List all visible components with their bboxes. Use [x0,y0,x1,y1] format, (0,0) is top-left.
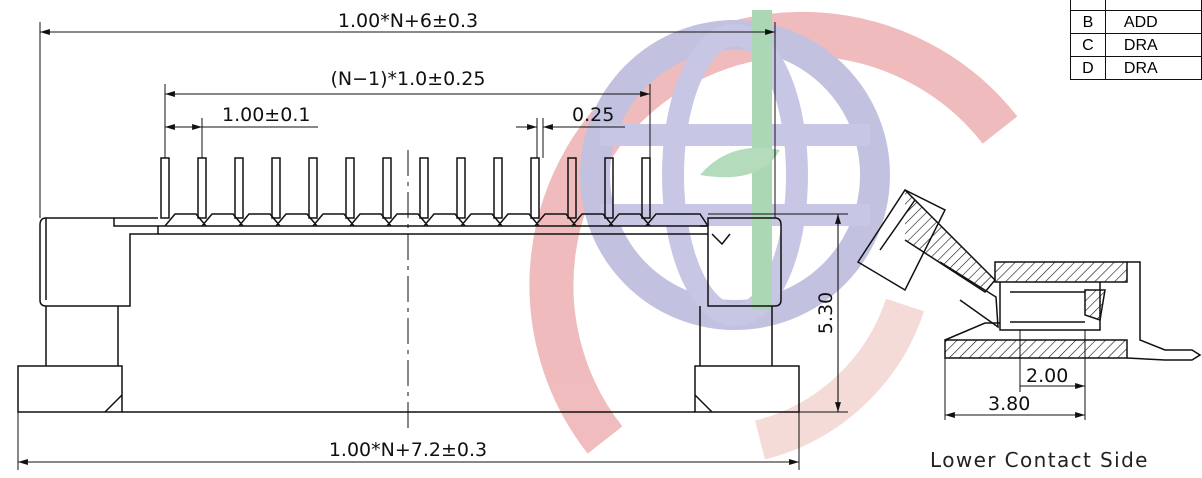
dim-base-width: 1.00*N+7.2±0.3 [329,439,487,461]
dim-pitch-span: (N−1)*1.0±0.25 [331,68,486,90]
extension-lines [17,22,848,470]
dim-pin-width: 0.25 [572,104,614,126]
connector-body-front [17,217,800,413]
side-view [856,189,1202,420]
rev-desc: ADD [1104,10,1202,34]
dim-side-inner: 2.00 [1026,365,1068,387]
side-view-caption: Lower Contact Side [930,448,1149,472]
watermark-logo [529,10,1018,460]
revision-row: C DRA [1070,33,1202,57]
rev-letter: B [1070,10,1106,34]
revision-row: D DRA [1070,56,1202,80]
dim-pitch: 1.00±0.1 [222,104,310,126]
rev-desc: DRA [1104,56,1202,80]
contact-pins [160,157,709,227]
revision-row: B ADD [1070,10,1202,34]
rev-letter [1070,0,1106,11]
dim-side-outer: 3.80 [988,393,1030,415]
dimension-lines [18,29,841,465]
rev-desc: DRA [1104,33,1202,57]
dim-height: 5.30 [815,292,837,334]
rev-desc [1104,0,1202,11]
dim-overall-width: 1.00*N+6±0.3 [338,10,478,32]
revision-row [1070,0,1202,11]
revision-table: B ADD C DRA D DRA [1070,0,1202,80]
rev-letter: D [1070,56,1106,80]
rev-letter: C [1070,33,1106,57]
